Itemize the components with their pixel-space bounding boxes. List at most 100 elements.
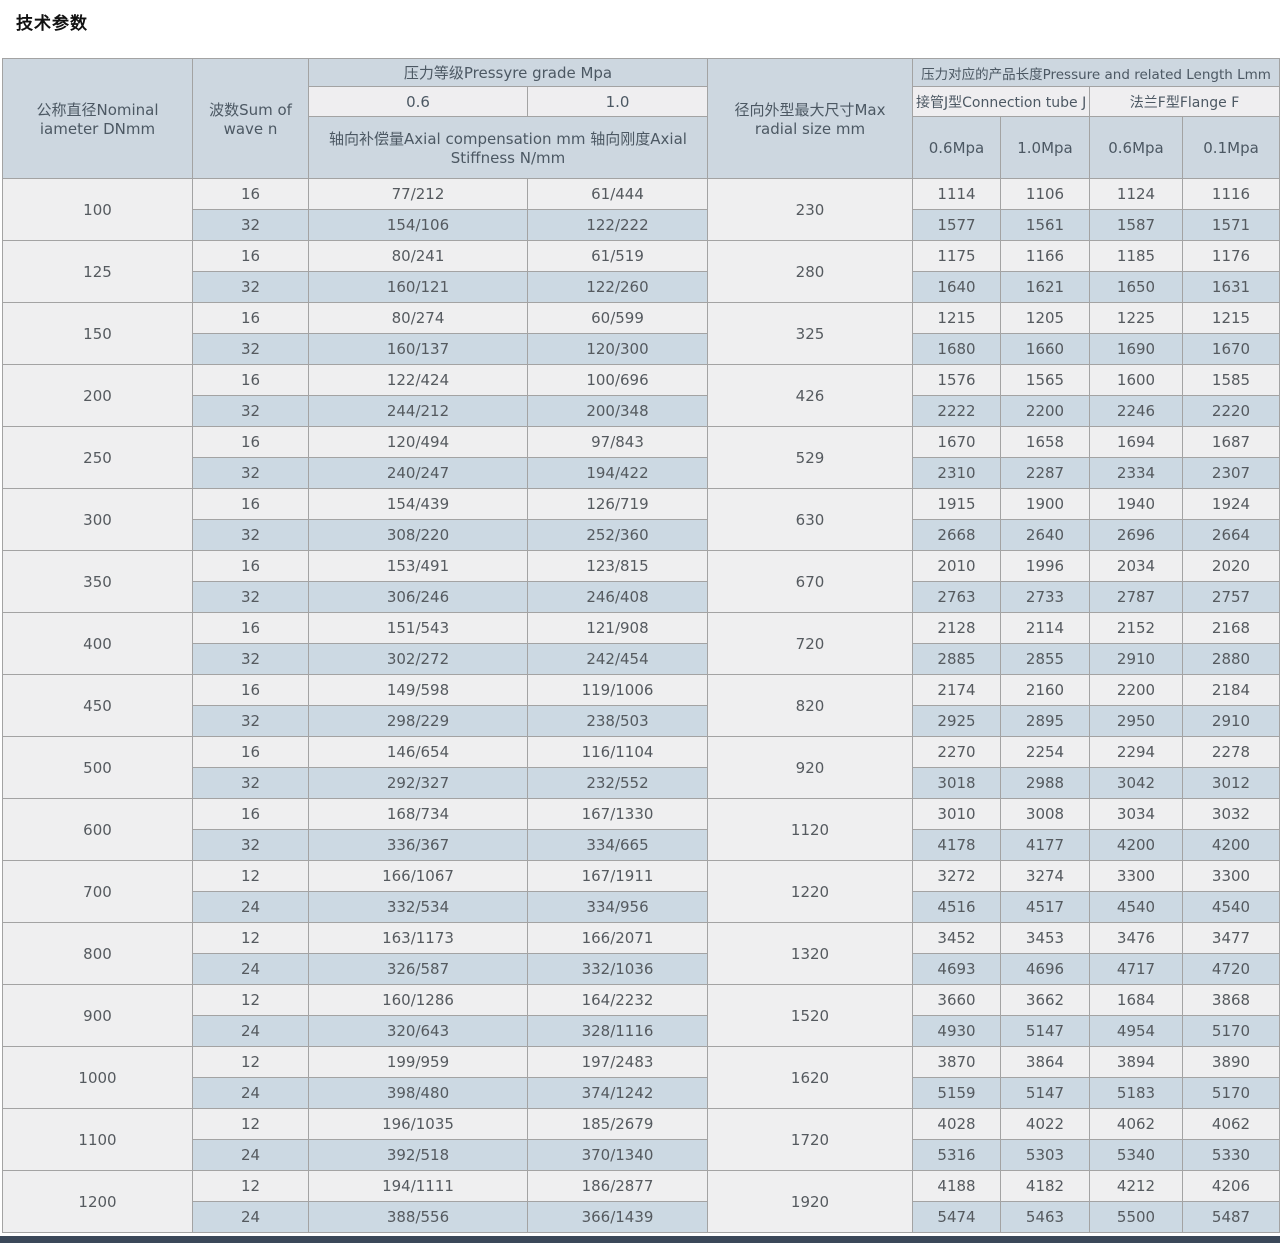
table-row-dn400-wave16: 400 16 151/543 121/908 720 2128 2114 2152 2168 [2,612,1280,675]
wave-count-cell: 24 [192,953,309,985]
axial-compensation-1.0-cell: 370/1340 [527,1139,708,1171]
flange-length-0.6mpa-cell: 2910 [1089,643,1183,675]
flange-length-0.6mpa-cell: 1587 [1089,209,1183,241]
col-header-max-radial-size: 径向外型最大尺寸Max radial size mm [707,58,913,179]
axial-compensation-1.0-cell: 61/444 [527,178,708,210]
wave-count-cell: 32 [192,581,309,613]
col-group-pressure-length: 压力对应的产品长度Pressure and related Length Lmm [911,58,1280,87]
max-radial-size-cell: 280 [707,240,913,303]
tube-length-1.0mpa-cell: 2988 [1000,767,1090,799]
axial-compensation-1.0-cell: 200/348 [527,395,708,427]
axial-compensation-1.0-cell: 246/408 [527,581,708,613]
col-header-nominal-diameter: 公称直径Nominal iameter DNmm [2,58,193,179]
technical-parameters-table: 公称直径Nominal iameter DNmm 波数Sum of wave n… [2,58,1280,1233]
wave-count-cell: 24 [192,891,309,923]
flange-length-0.6mpa-cell: 1694 [1089,426,1183,458]
tube-length-1.0mpa-cell: 2640 [1000,519,1090,551]
nominal-diameter-cell: 1200 [2,1170,193,1233]
tube-length-0.6mpa-cell: 3452 [912,922,1001,954]
tube-length-1.0mpa-cell: 5147 [1000,1077,1090,1109]
axial-compensation-1.0-cell: 119/1006 [527,674,708,706]
tube-length-1.0mpa-cell: 1205 [1000,302,1090,334]
axial-compensation-1.0-cell: 167/1911 [527,860,708,892]
axial-compensation-1.0-cell: 252/360 [527,519,708,551]
axial-compensation-1.0-cell: 166/2071 [527,922,708,954]
flange-length-0.6mpa-cell: 4200 [1089,829,1183,861]
flange-length-0.6mpa-cell: 2334 [1089,457,1183,489]
flange-length-0.1mpa-cell: 5170 [1181,1015,1280,1047]
axial-compensation-0.6-cell: 320/643 [308,1015,528,1047]
nominal-diameter-cell: 450 [2,674,193,737]
flange-length-0.1mpa-cell: 2278 [1181,736,1280,768]
flange-length-0.6mpa-cell: 1650 [1089,271,1183,303]
flange-length-0.6mpa-cell: 2034 [1089,550,1183,582]
flange-length-0.6mpa-cell: 2200 [1089,674,1183,706]
flange-length-0.1mpa-cell: 1687 [1181,426,1280,458]
nominal-diameter-cell: 900 [2,984,193,1047]
wave-count-cell: 12 [192,1046,309,1078]
tube-length-0.6mpa-cell: 3018 [912,767,1001,799]
wave-count-cell: 32 [192,705,309,737]
axial-compensation-0.6-cell: 196/1035 [308,1108,528,1140]
axial-compensation-0.6-cell: 149/598 [308,674,528,706]
table-row-dn900-wave24: 24 320/643 328/1116 4930 5147 4954 5170 [3,1015,1280,1047]
table-row-dn600-wave16: 600 16 168/734 167/1330 1120 3010 3008 3034 3032 [2,798,1280,861]
tube-length-0.6mpa-cell: 3660 [912,984,1001,1016]
flange-length-0.6mpa-cell: 1225 [1089,302,1183,334]
tube-length-0.6mpa-cell: 1680 [912,333,1001,365]
flange-length-0.1mpa-cell: 4540 [1181,891,1280,923]
axial-compensation-0.6-cell: 398/480 [308,1077,528,1109]
axial-compensation-0.6-cell: 298/229 [308,705,528,737]
flange-length-0.1mpa-cell: 4062 [1181,1108,1280,1140]
flange-length-0.1mpa-cell: 1116 [1181,178,1280,210]
flange-length-0.6mpa-cell: 3034 [1089,798,1183,830]
tube-length-0.6mpa-cell: 2925 [912,705,1001,737]
tube-length-1.0mpa-cell: 3008 [1000,798,1090,830]
wave-count-cell: 16 [192,426,309,458]
table-row-dn800-wave12: 800 12 163/1173 166/2071 1320 3452 3453 3476 347… [2,922,1280,985]
tube-length-1.0mpa-cell: 1996 [1000,550,1090,582]
max-radial-size-cell: 920 [707,736,913,799]
tube-length-0.6mpa-cell: 5159 [912,1077,1001,1109]
axial-compensation-0.6-cell: 244/212 [308,395,528,427]
wave-count-cell: 16 [192,550,309,582]
wave-count-cell: 24 [192,1015,309,1047]
flange-length-0.6mpa-cell: 3300 [1089,860,1183,892]
axial-compensation-1.0-cell: 61/519 [527,240,708,272]
flange-length-0.6mpa-cell: 2294 [1089,736,1183,768]
table-row-dn200-wave32: 32 244/212 200/348 2222 2200 2246 2220 [3,395,1280,427]
axial-compensation-1.0-cell: 185/2679 [527,1108,708,1140]
wave-count-cell: 32 [192,209,309,241]
flange-length-0.1mpa-cell: 4720 [1181,953,1280,985]
flange-length-0.6mpa-cell: 2152 [1089,612,1183,644]
axial-compensation-0.6-cell: 326/587 [308,953,528,985]
axial-compensation-0.6-cell: 120/494 [308,426,528,458]
table-row-dn800-wave24: 24 326/587 332/1036 4693 4696 4717 4720 [3,953,1280,985]
max-radial-size-cell: 1120 [707,798,913,861]
axial-compensation-0.6-cell: 302/272 [308,643,528,675]
axial-compensation-1.0-cell: 122/260 [527,271,708,303]
axial-compensation-1.0-cell: 194/422 [527,457,708,489]
axial-compensation-0.6-cell: 154/106 [308,209,528,241]
flange-length-0.6mpa-cell: 1185 [1089,240,1183,272]
tube-length-0.6mpa-cell: 4693 [912,953,1001,985]
axial-compensation-1.0-cell: 232/552 [527,767,708,799]
axial-compensation-1.0-cell: 116/1104 [527,736,708,768]
wave-count-cell: 16 [192,488,309,520]
table-row-dn125-wave32: 32 160/121 122/260 1640 1621 1650 1631 [3,271,1280,303]
max-radial-size-cell: 426 [707,364,913,427]
tube-length-0.6mpa-cell: 1576 [912,364,1001,396]
axial-compensation-0.6-cell: 122/424 [308,364,528,396]
table-row-dn1200-wave24: 24 388/556 366/1439 5474 5463 5500 5487 [3,1201,1280,1233]
flange-length-0.6mpa-cell: 4717 [1089,953,1183,985]
axial-compensation-1.0-cell: 242/454 [527,643,708,675]
max-radial-size-cell: 630 [707,488,913,551]
flange-length-0.6mpa-cell: 3894 [1089,1046,1183,1078]
title-bar: 技术参数 [0,0,1280,58]
table-row-dn150-wave16: 150 16 80/274 60/599 325 1215 1205 1225 1215 [2,302,1280,365]
tube-length-0.6mpa-cell: 3010 [912,798,1001,830]
table-row-dn300-wave16: 300 16 154/439 126/719 630 1915 1900 1940 1924 [2,488,1280,551]
tube-length-0.6mpa-cell: 1114 [912,178,1001,210]
axial-compensation-0.6-cell: 240/247 [308,457,528,489]
tube-length-1.0mpa-cell: 5303 [1000,1139,1090,1171]
